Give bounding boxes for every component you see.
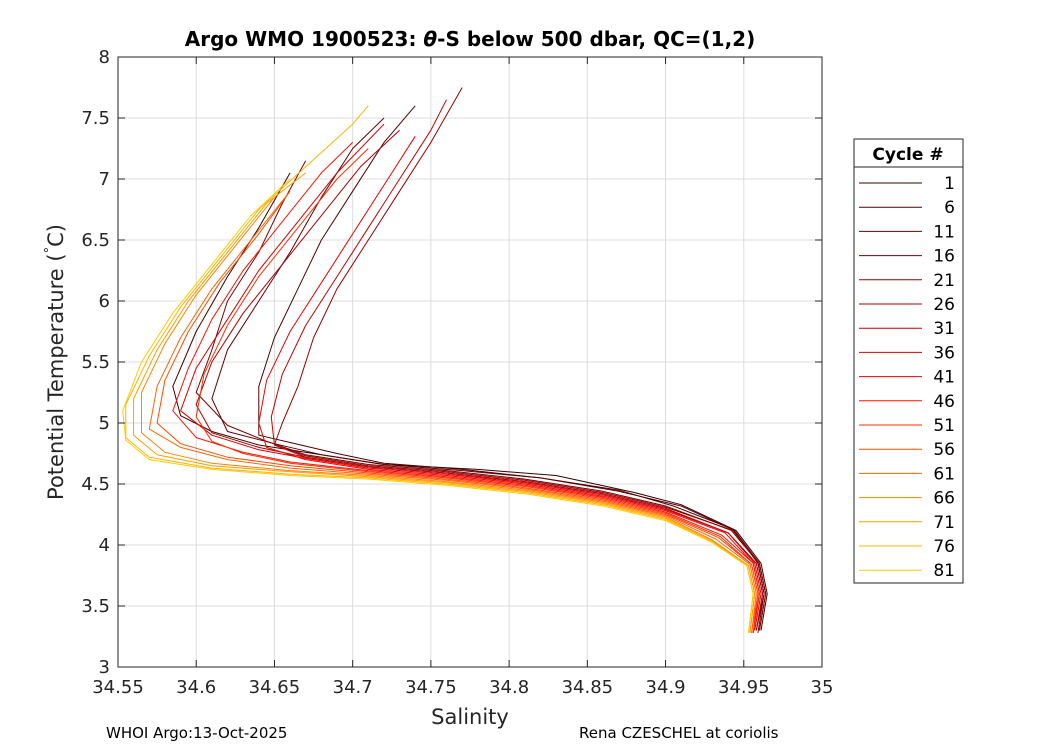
- x-tick-label: 34.55: [92, 677, 144, 698]
- y-tick-label: 8: [99, 47, 110, 68]
- x-tick-label: 34.8: [489, 677, 529, 698]
- footer-right: Rena CZESCHEL at coriolis: [579, 724, 779, 742]
- legend-label: 6: [944, 198, 955, 218]
- legend-label: 46: [933, 392, 955, 412]
- series-line-cycle-11: [211, 117, 767, 631]
- chart-title: Argo WMO 1900523: θ-S below 500 dbar, QC…: [185, 27, 755, 51]
- y-tick-label: 6.5: [81, 230, 110, 251]
- series-line-cycle-61: [148, 190, 757, 633]
- y-tick-label: 3.5: [81, 596, 110, 617]
- legend-label: 56: [933, 440, 955, 460]
- series-line-cycle-66: [141, 196, 756, 633]
- x-axis-label: Salinity: [431, 705, 509, 729]
- x-tick-label: 34.65: [249, 677, 301, 698]
- footer-left: WHOI Argo:13-Oct-2025: [106, 724, 288, 742]
- x-tick-label: 34.6: [176, 677, 216, 698]
- legend-title: Cycle #: [872, 145, 943, 165]
- x-tick-label: 34.85: [562, 677, 614, 698]
- series-line-cycle-36: [180, 123, 762, 631]
- series-line-cycle-16: [195, 160, 765, 633]
- legend-label: 41: [933, 368, 955, 388]
- legend-label: 36: [933, 343, 955, 363]
- legend-label: 66: [933, 489, 955, 509]
- y-axis-label: Potential Temperature (°C): [43, 224, 68, 500]
- y-tick-label: 4: [99, 535, 110, 556]
- y-tick-label: 6: [99, 291, 110, 312]
- legend-label: 71: [933, 513, 955, 533]
- series-line-cycle-56: [156, 190, 759, 633]
- y-tick-label: 5: [99, 413, 110, 434]
- legend-label: 31: [933, 319, 955, 339]
- legend-label: 61: [933, 464, 955, 484]
- y-axis: 3 3.5 4 4.5 5 5.5 6 6.5 7 7.5 8: [81, 47, 822, 678]
- x-axis: 34.55 34.6 34.65 34.7 34.75 34.8 34.85 34.9 34.9…: [92, 57, 833, 698]
- legend-label: 51: [933, 416, 955, 436]
- series-line-cycle-46: [172, 142, 760, 633]
- legend-label: 81: [933, 561, 955, 581]
- x-tick-label: 34.9: [646, 677, 686, 698]
- legend-label: 11: [933, 222, 955, 242]
- y-tick-label: 7.5: [81, 108, 110, 129]
- grid-lines: [117, 56, 823, 668]
- legend-label: 1: [944, 174, 955, 194]
- legend-label: 26: [933, 295, 955, 315]
- legend-label: 76: [933, 537, 955, 557]
- series-line-cycle-6: [258, 105, 765, 631]
- series-line-cycle-21: [273, 87, 767, 631]
- series-line-cycle-71: [133, 172, 756, 633]
- x-tick-label: 35: [811, 677, 834, 698]
- legend-box: [853, 138, 964, 584]
- y-tick-label: 5.5: [81, 352, 110, 373]
- series-line-cycle-41: [258, 136, 760, 633]
- y-tick-label: 4.5: [81, 474, 110, 495]
- series-line-cycle-81: [122, 178, 754, 633]
- x-tick-label: 34.7: [333, 677, 373, 698]
- x-tick-label: 34.95: [718, 677, 770, 698]
- legend-label: 21: [933, 271, 955, 291]
- series-line-cycle-51: [195, 148, 759, 633]
- x-tick-label: 34.75: [405, 677, 457, 698]
- y-tick-label: 7: [99, 169, 110, 190]
- legend-label: 16: [933, 247, 955, 267]
- series-group: [122, 87, 768, 633]
- y-tick-label: 3: [99, 657, 110, 678]
